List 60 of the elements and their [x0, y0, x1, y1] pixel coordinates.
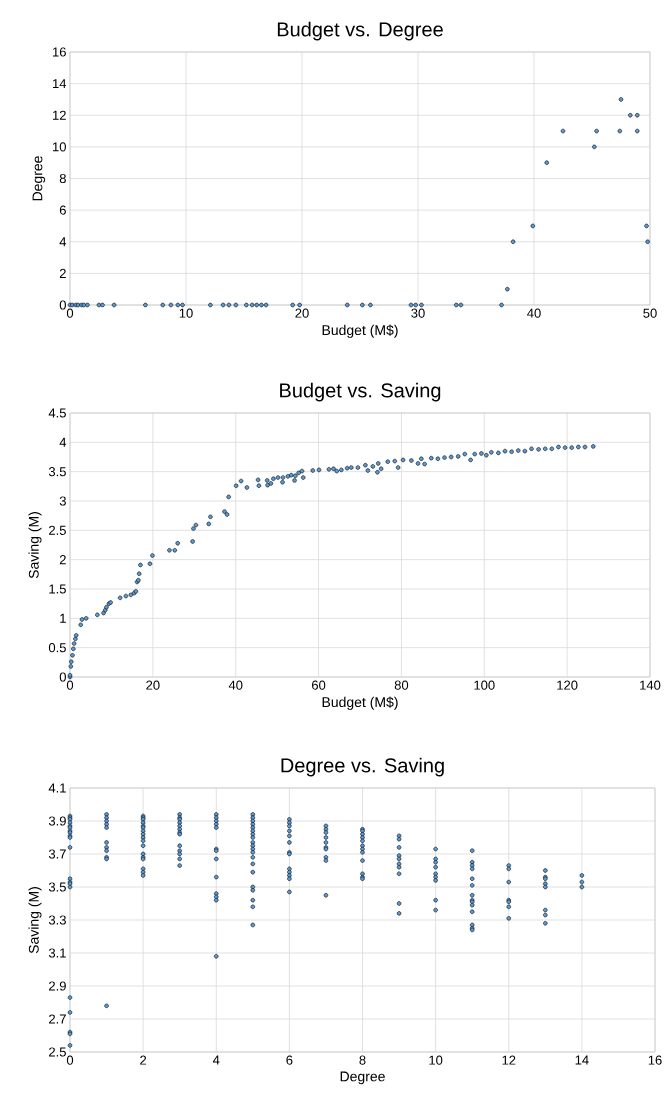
x-axis-title: Degree	[340, 1071, 385, 1085]
x-tick-label: 6	[286, 1055, 293, 1065]
y-tick-label: 14	[53, 79, 67, 89]
y-tick-label: 2	[59, 555, 66, 565]
y-tick-label: 4.5	[48, 408, 66, 418]
y-tick-label: 3.7	[48, 849, 66, 859]
y-tick-label: 12	[53, 110, 66, 120]
y-tick-label: 3	[59, 496, 66, 506]
y-tick-label: 8	[59, 173, 66, 184]
x-tick-label: 10	[429, 1055, 443, 1065]
x-tick-label: 2	[140, 1055, 147, 1065]
y-tick-label: 16	[53, 47, 66, 57]
y-tick-label: 2.7	[49, 1014, 66, 1024]
x-tick-label: 140	[640, 680, 661, 690]
y-tick-label: 1.5	[49, 584, 66, 594]
x-tick-label: 0	[66, 1055, 74, 1065]
x-axis-title: Budget (M$)	[322, 696, 398, 710]
y-tick-label: 4.1	[48, 783, 66, 793]
chart-title: Degree vs. Saving	[281, 757, 444, 777]
y-tick-label: 0.5	[48, 643, 66, 653]
x-tick-label: 10	[179, 308, 193, 318]
x-axis-title: Budget (M$)	[322, 324, 398, 338]
x-tick-label: 40	[228, 680, 243, 690]
y-tick-label: 10	[53, 142, 66, 152]
y-tick-label: 2.5	[49, 525, 66, 535]
x-tick-label: 20	[146, 680, 160, 690]
x-tick-label: 14	[575, 1055, 589, 1065]
y-tick-label: 1	[60, 613, 66, 623]
y-tick-label: 6	[59, 205, 66, 215]
chart-title: Budget vs. Degree	[277, 21, 443, 41]
y-tick-label: 3.5	[48, 882, 66, 892]
x-tick-label: 100	[474, 680, 495, 690]
x-tick-label: 0	[66, 308, 74, 318]
y-tick-label: 3.3	[48, 915, 66, 925]
x-tick-label: 60	[312, 680, 326, 690]
x-tick-label: 120	[557, 680, 578, 690]
y-tick-label: 4	[59, 237, 67, 247]
y-tick-label: 3.1	[48, 948, 66, 958]
y-tick-label: 0	[59, 672, 66, 682]
y-tick-label: 0	[59, 300, 66, 310]
y-axis-title: Saving (M)	[28, 887, 42, 954]
y-axis-title: Saving (M)	[28, 512, 42, 579]
y-axis-title: Degree	[32, 156, 46, 201]
y-tick-label: 3.9	[48, 816, 66, 826]
x-tick-label: 0	[66, 680, 74, 690]
y-tick-label: 3.5	[48, 467, 66, 477]
x-tick-label: 12	[502, 1055, 516, 1065]
y-tick-label: 4	[59, 437, 67, 447]
x-tick-label: 16	[648, 1055, 662, 1065]
x-tick-label: 50	[643, 308, 657, 318]
x-tick-label: 4	[212, 1055, 220, 1065]
y-tick-label: 2	[59, 268, 66, 278]
y-tick-label: 2.9	[49, 981, 66, 991]
x-tick-label: 40	[527, 308, 541, 318]
chart-title: Budget vs. Saving	[280, 382, 441, 402]
y-tick-label: 2.5	[49, 1047, 66, 1057]
x-tick-label: 8	[359, 1055, 366, 1065]
x-tick-label: 80	[394, 680, 409, 690]
x-tick-label: 30	[411, 308, 425, 318]
x-tick-label: 20	[295, 308, 309, 318]
